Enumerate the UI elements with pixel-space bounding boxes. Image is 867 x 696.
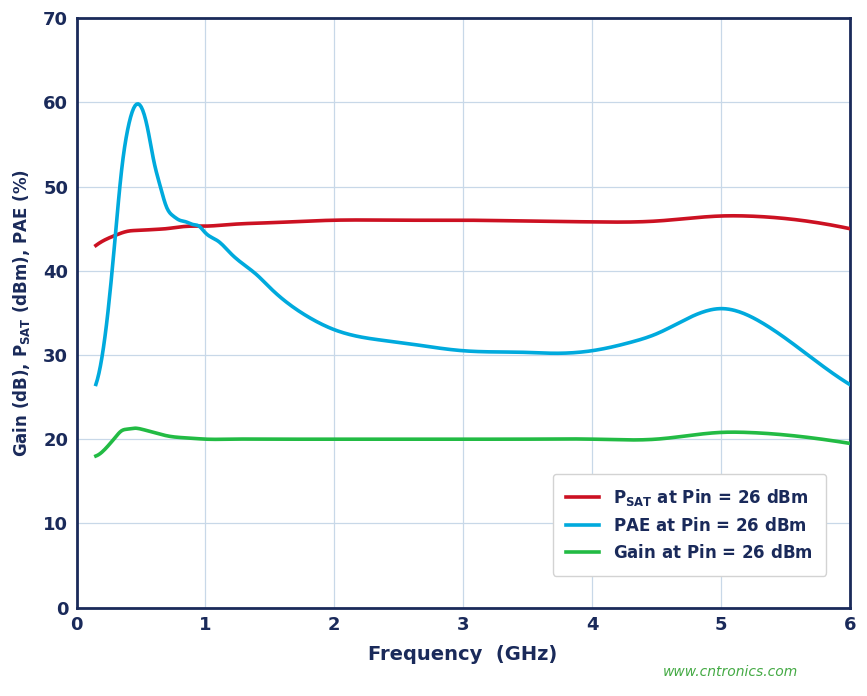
$\mathbf{Gain}$ at Pin = 26 dBm: [500, 435, 511, 443]
Line: $\mathbf{PAE}$ at Pin = 26 dBm: $\mathbf{PAE}$ at Pin = 26 dBm: [96, 104, 850, 384]
$\mathbf{PAE}$ at Pin = 26 dBm: [844, 380, 855, 388]
$\mathbf{Gain}$ at Pin = 26 dBm: [828, 436, 838, 445]
$\mathbf{Gain}$ at Pin = 26 dBm: [130, 424, 140, 432]
$\mathbf{P_{SAT}}$ at Pin = 26 dBm: [728, 212, 739, 220]
$\mathbf{PAE}$ at Pin = 26 dBm: [454, 347, 465, 355]
Legend: $\mathbf{P_{SAT}}$ at Pin = 26 dBm, $\mathbf{PAE}$ at Pin = 26 dBm, $\mathbf{Gai: $\mathbf{P_{SAT}}$ at Pin = 26 dBm, $\ma…: [552, 474, 826, 576]
Y-axis label: Gain (dB), $\mathbf{P_{SAT}}$ (dBm), PAE (%): Gain (dB), $\mathbf{P_{SAT}}$ (dBm), PAE…: [11, 169, 32, 457]
$\mathbf{PAE}$ at Pin = 26 dBm: [710, 305, 720, 313]
$\mathbf{PAE}$ at Pin = 26 dBm: [450, 346, 460, 354]
$\mathbf{Gain}$ at Pin = 26 dBm: [450, 435, 460, 443]
$\mathbf{Gain}$ at Pin = 26 dBm: [454, 435, 465, 443]
$\mathbf{Gain}$ at Pin = 26 dBm: [844, 439, 855, 448]
Line: $\mathbf{Gain}$ at Pin = 26 dBm: $\mathbf{Gain}$ at Pin = 26 dBm: [96, 428, 850, 456]
$\mathbf{P_{SAT}}$ at Pin = 26 dBm: [844, 224, 855, 232]
$\mathbf{Gain}$ at Pin = 26 dBm: [91, 452, 101, 460]
$\mathbf{P_{SAT}}$ at Pin = 26 dBm: [453, 216, 464, 224]
$\mathbf{P_{SAT}}$ at Pin = 26 dBm: [708, 212, 719, 221]
$\mathbf{P_{SAT}}$ at Pin = 26 dBm: [828, 221, 838, 230]
$\mathbf{P_{SAT}}$ at Pin = 26 dBm: [499, 216, 509, 225]
$\mathbf{PAE}$ at Pin = 26 dBm: [828, 370, 838, 378]
$\mathbf{PAE}$ at Pin = 26 dBm: [500, 348, 511, 356]
$\mathbf{P_{SAT}}$ at Pin = 26 dBm: [449, 216, 460, 224]
$\mathbf{P_{SAT}}$ at Pin = 26 dBm: [91, 242, 101, 250]
$\mathbf{PAE}$ at Pin = 26 dBm: [133, 100, 143, 108]
Text: www.cntronics.com: www.cntronics.com: [662, 665, 798, 679]
X-axis label: Frequency  (GHz): Frequency (GHz): [368, 645, 557, 664]
$\mathbf{PAE}$ at Pin = 26 dBm: [541, 349, 551, 357]
$\mathbf{P_{SAT}}$ at Pin = 26 dBm: [539, 217, 550, 226]
$\mathbf{Gain}$ at Pin = 26 dBm: [541, 435, 551, 443]
Line: $\mathbf{P_{SAT}}$ at Pin = 26 dBm: $\mathbf{P_{SAT}}$ at Pin = 26 dBm: [96, 216, 850, 246]
$\mathbf{PAE}$ at Pin = 26 dBm: [91, 380, 101, 388]
$\mathbf{Gain}$ at Pin = 26 dBm: [710, 429, 720, 437]
